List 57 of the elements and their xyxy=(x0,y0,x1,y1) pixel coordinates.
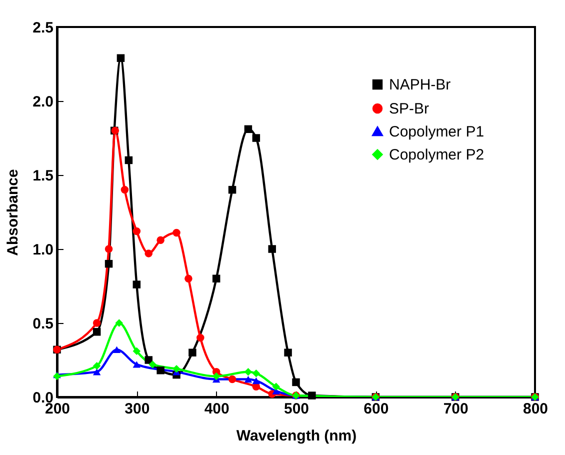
point xyxy=(284,348,292,356)
point xyxy=(196,334,204,342)
x-tick-label: 600 xyxy=(364,400,389,418)
x-tick-label: 300 xyxy=(124,400,150,418)
point xyxy=(228,186,236,194)
point xyxy=(112,346,121,353)
point xyxy=(172,228,180,237)
y-tick-label: 2.5 xyxy=(32,20,54,36)
x-tick-label: 400 xyxy=(204,400,230,418)
y-tick-label: 1.0 xyxy=(32,242,54,258)
x-tick-label: 800 xyxy=(522,400,548,418)
point xyxy=(308,392,316,400)
point xyxy=(104,260,113,268)
legend-label: Copolymer P2 xyxy=(389,146,484,164)
x-tick-label: 500 xyxy=(284,400,310,418)
point xyxy=(92,328,101,336)
point xyxy=(92,319,101,327)
point xyxy=(252,134,260,142)
point xyxy=(212,274,220,282)
y-tick-label: 1.5 xyxy=(32,168,54,184)
point xyxy=(188,348,196,356)
x-axis-title: Wavelength (nm) xyxy=(236,428,357,444)
y-axis-title: Absorbance xyxy=(4,169,22,256)
y-tick-label: 2.0 xyxy=(32,94,54,110)
point xyxy=(172,365,180,373)
point xyxy=(156,236,164,244)
y-tick-label: 0.5 xyxy=(32,316,54,332)
point xyxy=(272,382,280,391)
point xyxy=(116,54,125,62)
point xyxy=(244,368,252,376)
point xyxy=(92,368,101,376)
point xyxy=(92,362,101,370)
point xyxy=(212,372,220,380)
point xyxy=(228,375,236,384)
legend-label: NAPH-Br xyxy=(389,76,451,94)
point xyxy=(268,245,276,253)
point xyxy=(104,245,113,253)
point xyxy=(132,280,141,288)
point xyxy=(148,360,156,368)
point xyxy=(292,378,300,386)
point xyxy=(132,361,141,368)
point xyxy=(184,274,192,282)
point xyxy=(252,377,260,384)
point xyxy=(115,319,124,327)
point xyxy=(132,347,141,355)
point xyxy=(120,186,129,194)
x-tick-label: 700 xyxy=(443,400,468,418)
legend-label: Copolymer P1 xyxy=(389,124,484,140)
point xyxy=(124,156,133,164)
point xyxy=(156,366,164,374)
point xyxy=(244,376,252,383)
point xyxy=(144,250,152,258)
point xyxy=(252,369,260,378)
legend-label: SP-Br xyxy=(389,100,430,118)
point xyxy=(244,125,252,133)
point xyxy=(132,227,141,236)
point xyxy=(144,356,152,364)
